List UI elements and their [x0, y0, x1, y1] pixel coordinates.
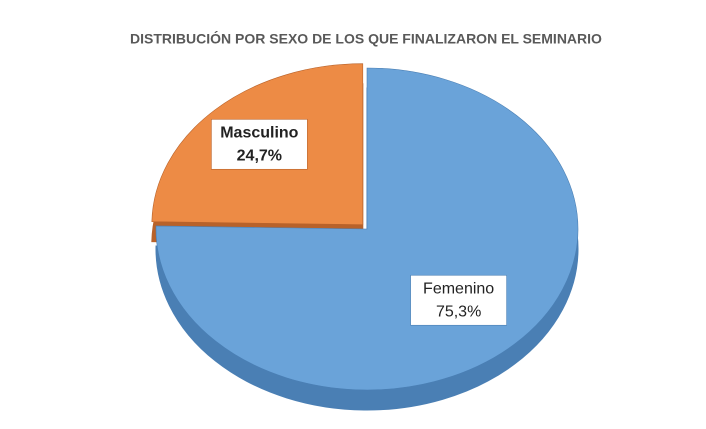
- label-value: 75,3%: [436, 303, 481, 320]
- label-box: [410, 274, 507, 326]
- data-label: Femenino 75,3%: [410, 274, 507, 326]
- data-label: Masculino 24,7%: [211, 118, 308, 170]
- label-value: 24,7%: [237, 147, 282, 164]
- label-category: Femenino: [423, 280, 494, 297]
- label-category: Masculino: [220, 124, 298, 141]
- label-box: [211, 118, 308, 170]
- chart-title: DISTRIBUCIÓN POR SEXO DE LOS QUE FINALIZ…: [130, 30, 602, 47]
